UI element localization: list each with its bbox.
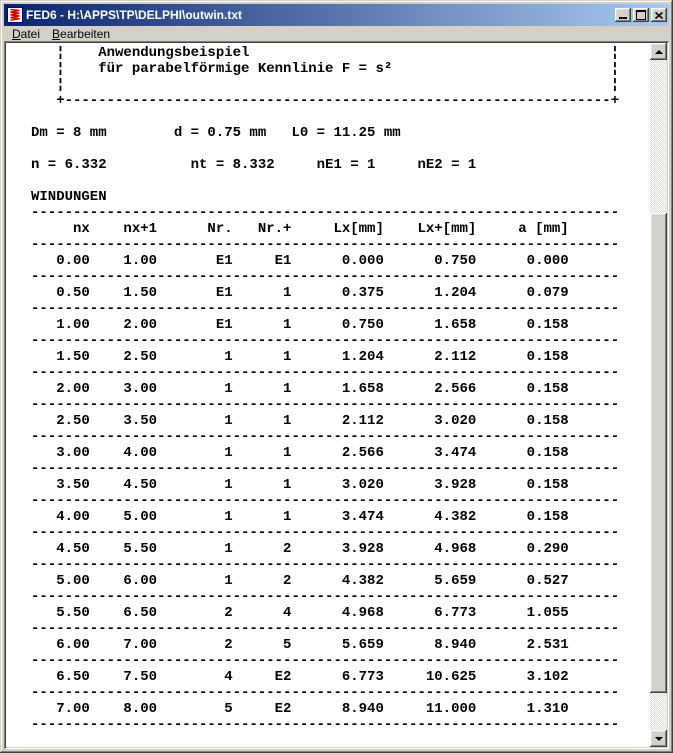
scroll-up-button[interactable]: [650, 43, 667, 60]
window-title: FED6 - H:\APPS\TP\DELPHI\outwin.txt: [26, 7, 243, 22]
scroll-down-button[interactable]: [650, 730, 667, 747]
menu-item-bearbeiten[interactable]: Bearbeiten: [52, 27, 111, 41]
arrow-up-icon: [654, 49, 663, 54]
minimize-button[interactable]: [615, 8, 631, 22]
spring-icon: [7, 7, 23, 23]
menubar: Datei Bearbeiten: [4, 27, 669, 41]
close-button[interactable]: [651, 8, 667, 22]
close-icon: [655, 11, 663, 19]
scrollbar-thumb[interactable]: [650, 213, 667, 693]
vertical-scrollbar-track[interactable]: [650, 43, 667, 747]
arrow-down-icon: [654, 736, 663, 741]
menu-item-datei[interactable]: Datei: [12, 27, 41, 41]
titlebar: FED6 - H:\APPS\TP\DELPHI\outwin.txt: [4, 4, 669, 26]
minimize-icon: [619, 17, 627, 19]
maximize-icon: [636, 10, 646, 20]
text-viewer[interactable]: ¦ Anwendungsbeispiel ¦ ¦ für parabelförm…: [4, 41, 669, 749]
maximize-button[interactable]: [633, 8, 649, 22]
document-text: ¦ Anwendungsbeispiel ¦ ¦ für parabelförm…: [31, 45, 620, 733]
